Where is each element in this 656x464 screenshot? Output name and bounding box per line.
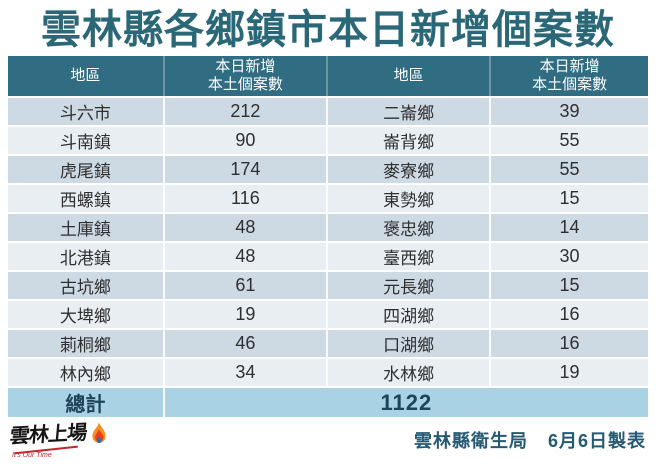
area-cell: 土庫鎮	[8, 214, 165, 241]
count-cell: 16	[559, 304, 580, 324]
area-cell: 崙背鄉	[328, 127, 492, 154]
flame-icon	[92, 421, 106, 444]
cases-table: 地區 本日新增 本土個案數 地區 本日新增 本土個案數 斗六市 212 二崙鄉 …	[8, 56, 648, 417]
area-cell: 斗南鎮	[8, 127, 165, 154]
area-cell: 水林鄉	[328, 359, 492, 386]
area-cell: 虎尾鎮	[8, 156, 165, 183]
count-cell: 19	[559, 362, 580, 382]
table-row: 北港鎮 48 臺西鄉 30	[8, 243, 648, 270]
area-cell: 東勢鄉	[328, 185, 492, 212]
header-count-left-line1: 本日新增	[215, 58, 276, 75]
count-cell: 39	[559, 101, 580, 121]
total-value: 1122	[380, 389, 433, 415]
count-cell: 48	[165, 243, 328, 270]
count-cell: 174	[165, 156, 328, 183]
area-cell: 斗六市	[8, 98, 165, 125]
count-cell: 15	[559, 275, 580, 295]
total-label: 總計	[8, 388, 165, 417]
table-row: 斗六市 212 二崙鄉 39	[8, 98, 648, 125]
area-cell: 古坑鄉	[8, 272, 165, 299]
table-row: 土庫鎮 48 褒忠鄉 14	[8, 214, 648, 241]
count-cell: 14	[559, 217, 580, 237]
table-row: 大埤鄉 19 四湖鄉 16	[8, 301, 648, 328]
page-title: 雲林縣各鄉鎮市本日新增個案數	[41, 8, 615, 52]
header-count-right-line2: 本土個案數	[532, 76, 608, 93]
table-row: 莿桐鄉 46 口湖鄉 16	[8, 330, 648, 357]
count-cell: 116	[165, 185, 328, 212]
table-header-row: 地區 本日新增 本土個案數 地區 本日新增 本土個案數	[8, 56, 648, 96]
header-count-right-line1: 本日新增	[539, 58, 600, 75]
footer: 雲林上場 It's Our Time 雲林縣衛生局 6月6日製表	[8, 419, 646, 461]
header-count-right: 本日新增 本土個案數	[491, 56, 648, 96]
yunlin-logo: 雲林上場 It's Our Time	[8, 421, 109, 459]
area-cell: 四湖鄉	[328, 301, 492, 328]
table-row: 古坑鄉 61 元長鄉 15	[8, 272, 648, 299]
credit-org: 雲林縣衛生局	[413, 431, 528, 451]
area-cell: 北港鎮	[8, 243, 165, 270]
header-count-left: 本日新增 本土個案數	[165, 56, 328, 96]
area-cell: 褒忠鄉	[328, 214, 492, 241]
area-cell: 臺西鄉	[328, 243, 492, 270]
area-cell: 林內鄉	[8, 359, 165, 386]
header-area-right: 地區	[328, 56, 492, 96]
count-cell: 90	[165, 127, 328, 154]
total-row: 總計 1122	[8, 388, 648, 417]
count-cell: 15	[559, 188, 580, 208]
credit-text: 雲林縣衛生局 6月6日製表	[414, 427, 646, 453]
area-cell: 麥寮鄉	[328, 156, 492, 183]
area-cell: 口湖鄉	[328, 330, 492, 357]
header-count-left-line2: 本土個案數	[207, 76, 283, 93]
count-cell: 55	[559, 159, 580, 179]
area-cell: 二崙鄉	[328, 98, 492, 125]
count-cell: 61	[165, 272, 328, 299]
area-cell: 莿桐鄉	[8, 330, 165, 357]
logo-row: 雲林上場	[8, 421, 109, 448]
credit-date: 6月6日製表	[547, 431, 646, 451]
count-cell: 46	[165, 330, 328, 357]
logo-subtext: It's Our Time	[12, 452, 52, 459]
area-cell: 西螺鎮	[8, 185, 165, 212]
count-cell: 19	[165, 301, 328, 328]
count-cell: 212	[165, 98, 328, 125]
count-cell: 16	[559, 333, 580, 353]
table-row: 西螺鎮 116 東勢鄉 15	[8, 185, 648, 212]
area-cell: 元長鄉	[328, 272, 492, 299]
count-cell: 48	[165, 214, 328, 241]
area-cell: 大埤鄉	[8, 301, 165, 328]
table-row: 斗南鎮 90 崙背鄉 55	[8, 127, 648, 154]
count-cell: 55	[559, 130, 580, 150]
count-cell: 30	[559, 246, 580, 266]
table-row: 虎尾鎮 174 麥寮鄉 55	[8, 156, 648, 183]
count-cell: 34	[165, 359, 328, 386]
logo-text: 雲林上場	[8, 421, 88, 448]
header-area-left: 地區	[8, 56, 165, 96]
table-row: 林內鄉 34 水林鄉 19	[8, 359, 648, 386]
